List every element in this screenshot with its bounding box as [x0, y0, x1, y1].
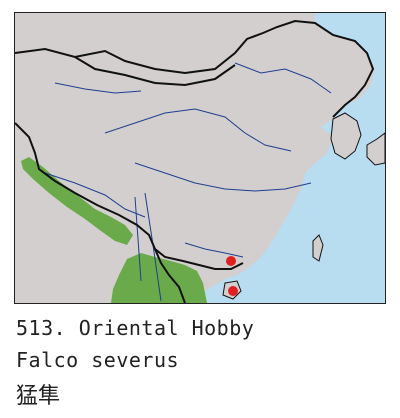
river-amur [234, 62, 332, 94]
range-map [14, 12, 386, 304]
japan-fragment [366, 132, 385, 166]
river-yangtze [134, 162, 312, 192]
korea-peninsula [330, 112, 362, 160]
border-china-north [15, 19, 375, 118]
border-mongolia [74, 56, 236, 87]
river-brahmaputra [44, 172, 146, 218]
range-himalaya [21, 157, 133, 245]
river-tarim [54, 82, 142, 94]
taiwan-island [312, 234, 324, 262]
borders [15, 19, 375, 303]
map-svg [15, 13, 385, 303]
border-china-west [15, 122, 244, 270]
record-dot-hainan [228, 286, 238, 296]
border-indochina [154, 248, 186, 303]
species-scientific-name: Falco severus [16, 348, 180, 372]
range-southeast-asia [111, 253, 207, 303]
species-number-label: 513. Oriental Hobby [16, 316, 255, 340]
river-yellow [104, 108, 292, 152]
river-pearl [184, 242, 244, 258]
species-chinese-name: 猛隼 [16, 384, 61, 409]
river-salween [134, 196, 142, 282]
record-dot-guangdong [226, 256, 236, 266]
